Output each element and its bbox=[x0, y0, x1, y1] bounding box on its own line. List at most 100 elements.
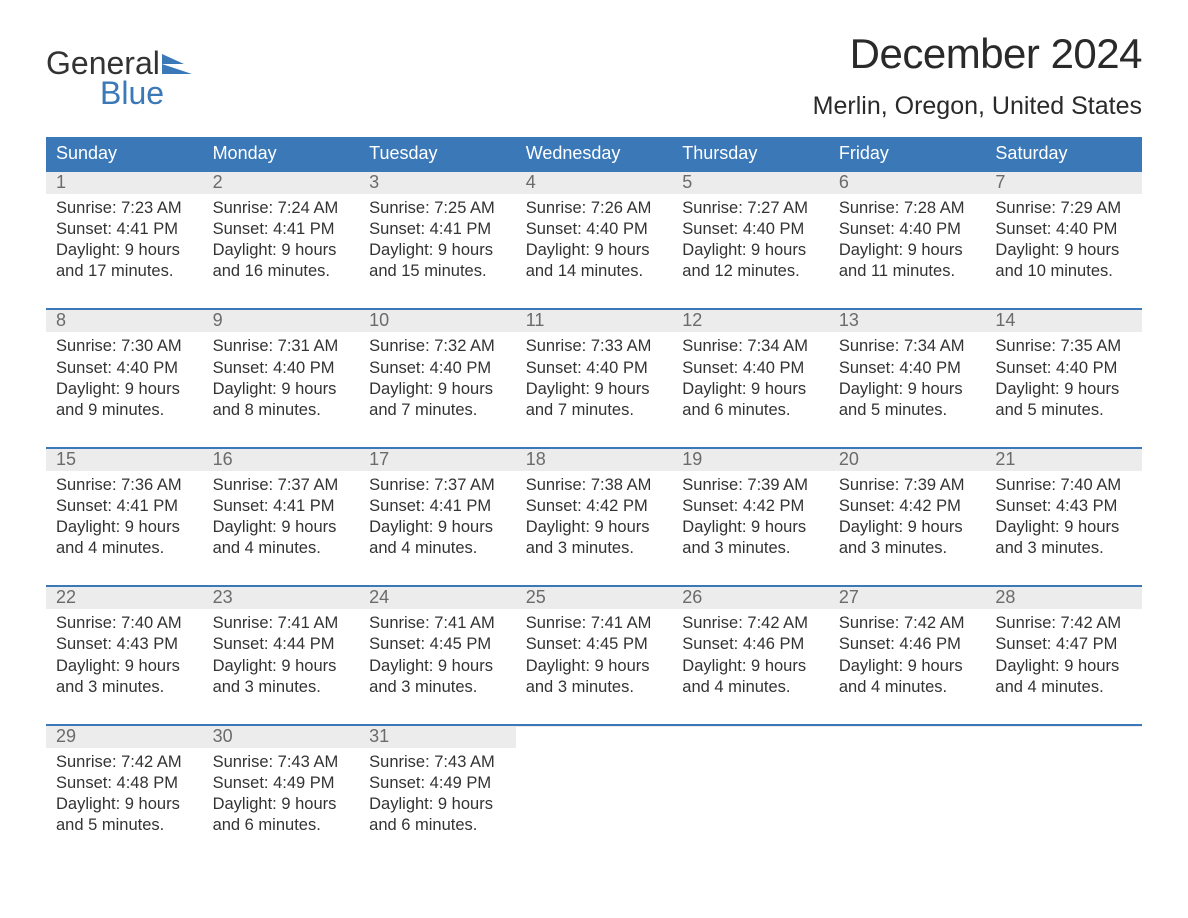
day-body: Sunrise: 7:34 AMSunset: 4:40 PMDaylight:… bbox=[672, 332, 829, 424]
daylight-line-2: and 3 minutes. bbox=[839, 538, 976, 559]
day-body: Sunrise: 7:31 AMSunset: 4:40 PMDaylight:… bbox=[203, 332, 360, 424]
calendar-week: 29Sunrise: 7:42 AMSunset: 4:48 PMDayligh… bbox=[46, 724, 1142, 840]
daylight-line-1: Daylight: 9 hours bbox=[839, 379, 976, 400]
day-number: 25 bbox=[516, 587, 673, 609]
day-body: Sunrise: 7:39 AMSunset: 4:42 PMDaylight:… bbox=[672, 471, 829, 563]
day-body: Sunrise: 7:41 AMSunset: 4:45 PMDaylight:… bbox=[359, 609, 516, 701]
calendar-cell bbox=[829, 726, 986, 840]
day-number: 9 bbox=[203, 310, 360, 332]
day-body: Sunrise: 7:23 AMSunset: 4:41 PMDaylight:… bbox=[46, 194, 203, 286]
sunset-text: Sunset: 4:42 PM bbox=[839, 496, 976, 517]
day-body: Sunrise: 7:41 AMSunset: 4:45 PMDaylight:… bbox=[516, 609, 673, 701]
day-number: 7 bbox=[985, 172, 1142, 194]
day-number: 20 bbox=[829, 449, 986, 471]
day-body: Sunrise: 7:37 AMSunset: 4:41 PMDaylight:… bbox=[359, 471, 516, 563]
day-body: Sunrise: 7:34 AMSunset: 4:40 PMDaylight:… bbox=[829, 332, 986, 424]
daylight-line-2: and 6 minutes. bbox=[682, 400, 819, 421]
daylight-line-1: Daylight: 9 hours bbox=[995, 517, 1132, 538]
daylight-line-1: Daylight: 9 hours bbox=[56, 379, 193, 400]
day-number: 23 bbox=[203, 587, 360, 609]
daylight-line-2: and 11 minutes. bbox=[839, 261, 976, 282]
calendar-week: 1Sunrise: 7:23 AMSunset: 4:41 PMDaylight… bbox=[46, 170, 1142, 286]
daylight-line-1: Daylight: 9 hours bbox=[213, 240, 350, 261]
calendar-cell: 9Sunrise: 7:31 AMSunset: 4:40 PMDaylight… bbox=[203, 310, 360, 424]
daylight-line-1: Daylight: 9 hours bbox=[369, 794, 506, 815]
day-number: 12 bbox=[672, 310, 829, 332]
sunrise-text: Sunrise: 7:36 AM bbox=[56, 475, 193, 496]
calendar-cell: 14Sunrise: 7:35 AMSunset: 4:40 PMDayligh… bbox=[985, 310, 1142, 424]
daylight-line-1: Daylight: 9 hours bbox=[682, 517, 819, 538]
daylight-line-1: Daylight: 9 hours bbox=[682, 379, 819, 400]
daylight-line-2: and 14 minutes. bbox=[526, 261, 663, 282]
sunrise-text: Sunrise: 7:28 AM bbox=[839, 198, 976, 219]
daylight-line-1: Daylight: 9 hours bbox=[995, 240, 1132, 261]
daylight-line-1: Daylight: 9 hours bbox=[56, 656, 193, 677]
day-number: 11 bbox=[516, 310, 673, 332]
sunset-text: Sunset: 4:40 PM bbox=[995, 219, 1132, 240]
sunrise-text: Sunrise: 7:42 AM bbox=[995, 613, 1132, 634]
sunset-text: Sunset: 4:40 PM bbox=[995, 358, 1132, 379]
sunset-text: Sunset: 4:45 PM bbox=[369, 634, 506, 655]
day-number: 30 bbox=[203, 726, 360, 748]
calendar-cell: 16Sunrise: 7:37 AMSunset: 4:41 PMDayligh… bbox=[203, 449, 360, 563]
day-body: Sunrise: 7:43 AMSunset: 4:49 PMDaylight:… bbox=[359, 748, 516, 840]
sunset-text: Sunset: 4:43 PM bbox=[56, 634, 193, 655]
sunset-text: Sunset: 4:43 PM bbox=[995, 496, 1132, 517]
sunrise-text: Sunrise: 7:40 AM bbox=[56, 613, 193, 634]
daylight-line-1: Daylight: 9 hours bbox=[56, 517, 193, 538]
daylight-line-2: and 3 minutes. bbox=[682, 538, 819, 559]
day-number: 17 bbox=[359, 449, 516, 471]
calendar-cell: 20Sunrise: 7:39 AMSunset: 4:42 PMDayligh… bbox=[829, 449, 986, 563]
calendar-cell: 17Sunrise: 7:37 AMSunset: 4:41 PMDayligh… bbox=[359, 449, 516, 563]
day-number: 6 bbox=[829, 172, 986, 194]
sunset-text: Sunset: 4:40 PM bbox=[526, 219, 663, 240]
sunrise-text: Sunrise: 7:42 AM bbox=[839, 613, 976, 634]
calendar-header-row: Sunday Monday Tuesday Wednesday Thursday… bbox=[46, 137, 1142, 170]
calendar-cell: 25Sunrise: 7:41 AMSunset: 4:45 PMDayligh… bbox=[516, 587, 673, 701]
sunset-text: Sunset: 4:45 PM bbox=[526, 634, 663, 655]
day-number: 28 bbox=[985, 587, 1142, 609]
brand-mark-icon bbox=[162, 54, 192, 74]
day-body: Sunrise: 7:36 AMSunset: 4:41 PMDaylight:… bbox=[46, 471, 203, 563]
sunrise-text: Sunrise: 7:42 AM bbox=[682, 613, 819, 634]
sunrise-text: Sunrise: 7:25 AM bbox=[369, 198, 506, 219]
day-header: Saturday bbox=[985, 137, 1142, 170]
calendar-cell: 11Sunrise: 7:33 AMSunset: 4:40 PMDayligh… bbox=[516, 310, 673, 424]
day-body: Sunrise: 7:38 AMSunset: 4:42 PMDaylight:… bbox=[516, 471, 673, 563]
sunset-text: Sunset: 4:46 PM bbox=[839, 634, 976, 655]
calendar-week: 15Sunrise: 7:36 AMSunset: 4:41 PMDayligh… bbox=[46, 447, 1142, 563]
day-number: 15 bbox=[46, 449, 203, 471]
sunrise-text: Sunrise: 7:23 AM bbox=[56, 198, 193, 219]
calendar-cell: 28Sunrise: 7:42 AMSunset: 4:47 PMDayligh… bbox=[985, 587, 1142, 701]
day-body: Sunrise: 7:25 AMSunset: 4:41 PMDaylight:… bbox=[359, 194, 516, 286]
sunset-text: Sunset: 4:41 PM bbox=[56, 219, 193, 240]
sunrise-text: Sunrise: 7:38 AM bbox=[526, 475, 663, 496]
calendar-cell: 10Sunrise: 7:32 AMSunset: 4:40 PMDayligh… bbox=[359, 310, 516, 424]
header: General Blue December 2024 Merlin, Orego… bbox=[46, 30, 1142, 121]
brand-logo: General Blue bbox=[46, 30, 192, 109]
daylight-line-1: Daylight: 9 hours bbox=[369, 240, 506, 261]
day-header: Wednesday bbox=[516, 137, 673, 170]
sunset-text: Sunset: 4:40 PM bbox=[839, 219, 976, 240]
calendar: Sunday Monday Tuesday Wednesday Thursday… bbox=[46, 137, 1142, 840]
calendar-cell: 30Sunrise: 7:43 AMSunset: 4:49 PMDayligh… bbox=[203, 726, 360, 840]
sunrise-text: Sunrise: 7:30 AM bbox=[56, 336, 193, 357]
day-number: 3 bbox=[359, 172, 516, 194]
daylight-line-2: and 16 minutes. bbox=[213, 261, 350, 282]
calendar-cell bbox=[516, 726, 673, 840]
day-number: 29 bbox=[46, 726, 203, 748]
daylight-line-1: Daylight: 9 hours bbox=[839, 240, 976, 261]
calendar-cell: 29Sunrise: 7:42 AMSunset: 4:48 PMDayligh… bbox=[46, 726, 203, 840]
day-body: Sunrise: 7:27 AMSunset: 4:40 PMDaylight:… bbox=[672, 194, 829, 286]
day-header: Monday bbox=[203, 137, 360, 170]
daylight-line-1: Daylight: 9 hours bbox=[995, 379, 1132, 400]
daylight-line-1: Daylight: 9 hours bbox=[56, 794, 193, 815]
daylight-line-1: Daylight: 9 hours bbox=[369, 379, 506, 400]
sunset-text: Sunset: 4:41 PM bbox=[369, 496, 506, 517]
sunrise-text: Sunrise: 7:26 AM bbox=[526, 198, 663, 219]
day-number: 1 bbox=[46, 172, 203, 194]
calendar-cell: 27Sunrise: 7:42 AMSunset: 4:46 PMDayligh… bbox=[829, 587, 986, 701]
daylight-line-2: and 4 minutes. bbox=[682, 677, 819, 698]
sunset-text: Sunset: 4:42 PM bbox=[526, 496, 663, 517]
sunset-text: Sunset: 4:49 PM bbox=[369, 773, 506, 794]
